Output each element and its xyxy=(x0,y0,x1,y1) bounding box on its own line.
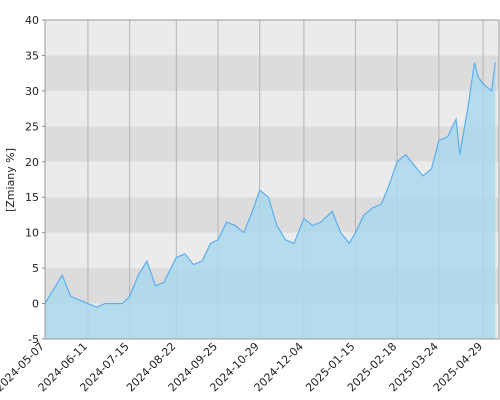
line xyxy=(44,62,496,308)
y-tick-label: 15 xyxy=(25,191,39,204)
band xyxy=(45,126,499,162)
area xyxy=(45,62,496,340)
y-axis-label: [Zmiany %] xyxy=(4,148,17,212)
y-tick-label: 30 xyxy=(25,85,39,98)
y-tick-label: 20 xyxy=(25,156,39,169)
y-tick-label: 25 xyxy=(25,120,39,133)
y-tick-label: 0 xyxy=(32,298,39,311)
y-tick-label: 5 xyxy=(32,262,39,275)
band xyxy=(45,90,499,127)
y-tick-label: -5 xyxy=(28,333,39,346)
band xyxy=(45,55,499,91)
band xyxy=(45,20,499,56)
y-tick-label: 40 xyxy=(25,14,39,27)
plot-border xyxy=(44,19,500,340)
y-tick-label: 10 xyxy=(25,227,39,240)
y-tick-label: 35 xyxy=(25,49,39,62)
